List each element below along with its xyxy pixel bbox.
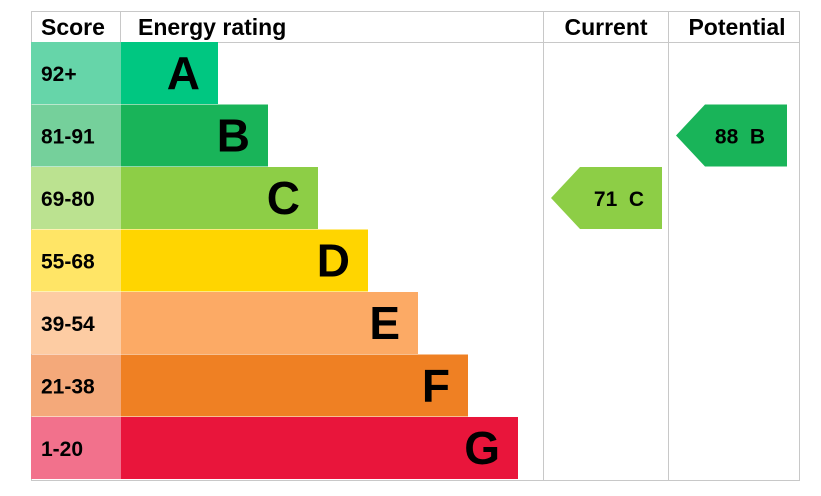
current-rating-label: 71 C: [594, 188, 644, 211]
potential-header: Potential: [688, 14, 785, 40]
potential-rating-marker: [676, 104, 787, 167]
score-label-e: 39-54: [41, 313, 95, 336]
energy-rating-header: Energy rating: [138, 14, 286, 40]
score-label-d: 55-68: [41, 251, 95, 274]
band-bar-d: [121, 229, 368, 292]
rating-bands: 92+ A 81-91 B 69-80 C 55-68 D 39-54 E 21-38 F 1-20 G: [31, 42, 518, 479]
score-cell-c: [31, 167, 121, 229]
score-label-a: 92+: [41, 63, 77, 86]
band-bar-e: [121, 292, 418, 354]
score-label-g: 1-20: [41, 438, 83, 461]
score-label-b: 81-91: [41, 126, 95, 149]
band-letter-b: B: [217, 110, 250, 162]
band-letter-c: C: [267, 172, 300, 224]
score-cell-f: [31, 354, 121, 417]
score-cell-a: [31, 42, 121, 104]
band-bar-b: [121, 104, 268, 167]
band-letter-d: D: [317, 235, 350, 287]
score-cell-d: [31, 229, 121, 292]
band-letter-a: A: [167, 47, 200, 99]
rating-markers: 71 C 88 B: [551, 104, 787, 229]
score-label-c: 69-80: [41, 188, 95, 211]
score-cell-b: [31, 104, 121, 167]
score-cell-g: [31, 417, 121, 479]
score-label-f: 21-38: [41, 376, 95, 399]
score-cell-e: [31, 292, 121, 354]
potential-rating-label: 88 B: [715, 126, 765, 149]
band-letter-f: F: [422, 360, 450, 412]
band-letter-e: E: [369, 297, 400, 349]
current-rating-marker: [551, 167, 662, 229]
band-bar-g: [121, 417, 518, 479]
band-bar-a: [121, 42, 218, 104]
band-bar-c: [121, 167, 318, 229]
current-header: Current: [564, 14, 647, 40]
band-bar-f: [121, 354, 468, 417]
score-header: Score: [41, 14, 105, 40]
band-letter-g: G: [464, 422, 500, 474]
